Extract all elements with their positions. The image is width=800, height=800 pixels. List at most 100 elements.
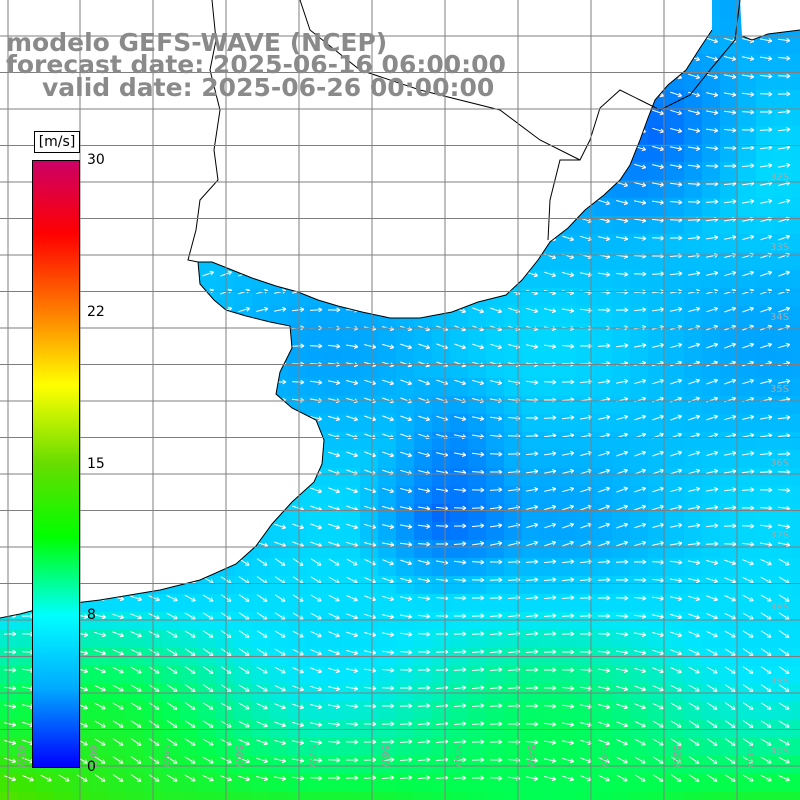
speed-cell (432, 540, 451, 559)
wind-arrow (328, 415, 341, 422)
speed-cell (342, 360, 361, 379)
wind-arrow (688, 720, 700, 728)
speed-cell (378, 792, 397, 800)
wind-arrow (778, 684, 790, 692)
speed-cell (666, 432, 685, 451)
longitude-label: 51W (744, 745, 755, 768)
speed-cell (738, 306, 757, 325)
speed-cell (792, 558, 800, 577)
wind-arrow (598, 721, 611, 728)
wind-arrow (472, 416, 485, 421)
speed-cell (558, 630, 577, 649)
speed-cell (450, 468, 469, 487)
speed-cell (162, 666, 181, 685)
wind-arrow (382, 595, 395, 602)
speed-cell (594, 612, 613, 631)
wind-arrow (633, 577, 647, 583)
wind-arrow (706, 505, 719, 510)
speed-cell (720, 648, 739, 667)
wind-arrow (597, 559, 611, 565)
speed-cell (0, 702, 19, 721)
speed-cell (684, 396, 703, 415)
speed-cell (396, 558, 415, 577)
speed-cell (360, 630, 379, 649)
speed-cell (360, 360, 379, 379)
speed-cell (594, 792, 613, 800)
wind-arrow (760, 702, 772, 710)
wind-arrow (489, 613, 503, 619)
speed-cell (234, 774, 253, 793)
speed-cell (414, 432, 433, 451)
wind-arrow (112, 684, 124, 692)
wind-arrow (724, 648, 736, 656)
speed-cell (702, 378, 721, 397)
speed-cell (792, 288, 800, 307)
speed-cell (756, 414, 775, 433)
speed-cell (576, 540, 595, 559)
speed-cell (774, 792, 793, 800)
speed-cell (396, 522, 415, 541)
speed-cell (720, 234, 739, 253)
wind-arrow (724, 378, 737, 385)
speed-cell (504, 306, 523, 325)
speed-cell (252, 612, 271, 631)
wind-arrow (328, 686, 341, 692)
wind-arrow (400, 614, 413, 619)
speed-cell (684, 594, 703, 613)
speed-cell (684, 288, 703, 307)
speed-cell (288, 558, 307, 577)
wind-arrow (525, 415, 539, 421)
speed-cell (684, 504, 703, 523)
speed-cell (756, 702, 775, 721)
wind-arrow (742, 774, 754, 782)
wind-arrow (328, 558, 340, 566)
speed-cell (738, 504, 757, 523)
speed-cell (396, 360, 415, 379)
speed-cell (432, 486, 451, 505)
speed-cell (630, 504, 649, 523)
speed-cell (648, 450, 667, 469)
wind-arrow (112, 649, 124, 656)
speed-cell (504, 576, 523, 595)
speed-cell (468, 558, 487, 577)
wind-arrow (417, 541, 431, 547)
wind-arrow (652, 720, 664, 728)
wind-arrow (346, 631, 359, 638)
speed-cell (792, 540, 800, 559)
speed-cell (450, 648, 469, 667)
wind-arrow (238, 684, 250, 692)
speed-cell (450, 774, 469, 793)
speed-cell (288, 738, 307, 757)
wind-arrow (616, 486, 628, 493)
speed-cell (90, 666, 109, 685)
speed-cell (396, 432, 415, 451)
speed-cell (432, 792, 451, 800)
speed-cell (648, 522, 667, 541)
speed-cell (414, 360, 433, 379)
speed-cell (252, 702, 271, 721)
wind-arrow (598, 272, 611, 277)
wind-arrow (616, 703, 629, 710)
wind-arrow (381, 721, 395, 727)
speed-cell (756, 486, 775, 505)
speed-cell (342, 792, 361, 800)
wind-arrow (274, 666, 286, 674)
speed-cell (180, 738, 199, 757)
speed-cell (738, 288, 757, 307)
speed-cell (756, 504, 775, 523)
wind-arrow (778, 306, 791, 313)
wind-arrow (688, 505, 701, 510)
speed-cell (612, 270, 631, 289)
wind-arrow (777, 487, 791, 493)
wind-arrow (634, 200, 647, 205)
speed-cell (630, 360, 649, 379)
speed-cell (792, 702, 800, 721)
speed-cell (558, 396, 577, 415)
coastlines (0, 0, 800, 619)
wind-arrow (310, 649, 322, 656)
wind-arrow (489, 577, 503, 583)
wind-arrow (400, 415, 412, 422)
speed-cell (432, 504, 451, 523)
wind-arrow (706, 487, 719, 492)
wind-arrow (346, 451, 358, 458)
